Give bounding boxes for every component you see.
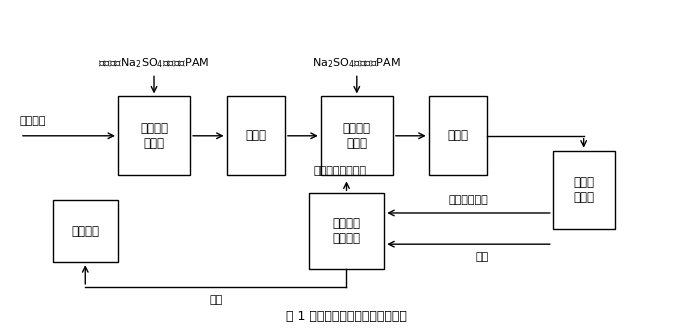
Bar <box>308 193 385 269</box>
Bar <box>118 97 190 175</box>
Text: 图 1 脱硫废水的再生回用工艺流程: 图 1 脱硫废水的再生回用工艺流程 <box>286 310 407 323</box>
Text: 二级软化
反应池: 二级软化 反应池 <box>343 122 371 150</box>
Text: 澄清池: 澄清池 <box>448 129 468 142</box>
Text: 澄清池: 澄清池 <box>245 129 266 142</box>
Text: 脱硫废水: 脱硫废水 <box>20 116 46 126</box>
Bar <box>553 151 615 229</box>
Text: 排水: 排水 <box>209 295 222 305</box>
Text: Na$_2$SO$_4$、聚铁、PAM: Na$_2$SO$_4$、聚铁、PAM <box>313 56 401 70</box>
Text: 多介质
过滤器: 多介质 过滤器 <box>573 176 594 204</box>
Text: 再生脱硫废水: 再生脱硫废水 <box>448 195 489 205</box>
Text: 海水循环
冷却系统: 海水循环 冷却系统 <box>333 217 360 245</box>
Bar <box>53 200 118 262</box>
Text: 一级软化
反应池: 一级软化 反应池 <box>140 122 168 150</box>
Text: 蒸发、风吹、泄漏: 蒸发、风吹、泄漏 <box>313 166 366 176</box>
Text: 石灰乳、Na$_2$SO$_4$、聚铁、PAM: 石灰乳、Na$_2$SO$_4$、聚铁、PAM <box>98 56 210 70</box>
Bar <box>321 97 393 175</box>
Bar <box>429 97 487 175</box>
Text: 日晒盐场: 日晒盐场 <box>71 224 99 237</box>
Bar <box>227 97 285 175</box>
Text: 海水: 海水 <box>475 253 489 263</box>
